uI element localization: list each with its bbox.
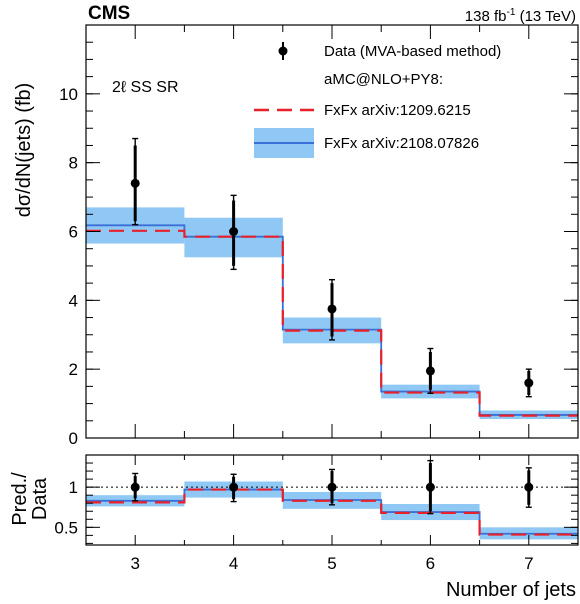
data-marker bbox=[327, 304, 337, 314]
data-marker bbox=[327, 482, 337, 492]
ratio-points-group bbox=[130, 459, 534, 515]
data-points-group bbox=[130, 137, 534, 398]
main-panel: 0 2 4 6 8 10 2ℓ SS SR dσ/dN(jets) (fb) bbox=[13, 24, 579, 448]
y-tick-label: 1 bbox=[69, 478, 78, 497]
data-marker bbox=[229, 227, 239, 236]
ratio-y-ticks: 0.51 bbox=[54, 454, 578, 544]
y-tick-label: 8 bbox=[69, 154, 78, 173]
legend-data-marker bbox=[278, 46, 288, 56]
data-point-6 bbox=[425, 459, 435, 515]
data-point-4 bbox=[229, 194, 239, 271]
data-marker bbox=[130, 482, 140, 492]
data-point-5 bbox=[327, 468, 337, 506]
x-tick-label: 6 bbox=[426, 554, 435, 573]
y-tick-label: 6 bbox=[69, 223, 78, 242]
lumi-energy: (13 TeV) bbox=[515, 8, 576, 25]
data-marker bbox=[425, 482, 435, 492]
y-tick-label: 0.5 bbox=[54, 518, 78, 537]
legend-data-label: Data (MVA-based method) bbox=[324, 43, 501, 60]
data-marker bbox=[425, 366, 435, 376]
main-y-axis-title: dσ/dN(jets) (fb) bbox=[13, 83, 35, 218]
region-label: 2ℓ SS SR bbox=[112, 79, 179, 96]
experiment-label: CMS bbox=[88, 3, 130, 24]
legend-pred-b-label: FxFx arXiv:2108.07826 bbox=[324, 135, 479, 152]
y-tick-label: 2 bbox=[69, 360, 78, 379]
data-point-5 bbox=[327, 278, 337, 341]
data-marker bbox=[229, 482, 239, 492]
data-point-4 bbox=[229, 473, 239, 503]
legend-pred-a-label: FxFx arXiv:1209.6215 bbox=[324, 102, 471, 119]
data-point-3 bbox=[130, 137, 140, 226]
ratio-frame bbox=[85, 454, 579, 546]
y-tick-label: 4 bbox=[69, 291, 78, 310]
legend: Data (MVA-based method) aMC@NLO+PY8: FxF… bbox=[254, 42, 501, 158]
luminosity-label: 138 fb-1 (13 TeV) bbox=[465, 7, 576, 25]
x-tick-label: 3 bbox=[130, 554, 139, 573]
data-point-7 bbox=[524, 368, 534, 398]
x-tick-label: 5 bbox=[327, 554, 336, 573]
y-tick-label: 0 bbox=[69, 429, 78, 448]
main-x-ticks bbox=[85, 25, 579, 438]
ratio-y-axis-title-line2: Data bbox=[29, 477, 51, 520]
x-tick-label: 7 bbox=[524, 554, 533, 573]
x-axis-title: Number of jets bbox=[446, 579, 576, 601]
main-frame bbox=[85, 24, 579, 439]
data-marker bbox=[524, 482, 534, 492]
lumi-value: 138 fb bbox=[465, 8, 507, 25]
data-marker bbox=[130, 178, 140, 188]
data-point-7 bbox=[524, 467, 534, 508]
data-marker bbox=[524, 378, 534, 388]
y-tick-label: 10 bbox=[59, 85, 78, 104]
data-point-6 bbox=[425, 347, 435, 394]
data-point-3 bbox=[130, 472, 140, 502]
legend-generator-label: aMC@NLO+PY8: bbox=[324, 71, 443, 88]
ratio-y-axis-title-line1: Pred./ bbox=[9, 472, 31, 526]
lumi-exponent: -1 bbox=[507, 7, 516, 18]
step-line-pred-a bbox=[86, 488, 578, 536]
x-tick-label: 4 bbox=[229, 554, 238, 573]
